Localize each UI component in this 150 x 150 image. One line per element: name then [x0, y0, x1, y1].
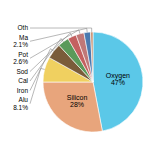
leader-line — [30, 49, 54, 91]
outer-label-line: 2.6% — [13, 58, 28, 65]
outer-label-line: Pot — [18, 50, 28, 57]
outer-label-line: 8.1% — [13, 103, 28, 110]
outer-label: Sod — [16, 67, 28, 74]
outer-label-line: Iron — [17, 86, 29, 93]
pie-slice — [90, 32, 93, 82]
labels: Oxygen47% Silicon28% Oth Ma2.1% Pot2.6% Sod Ca… — [13, 24, 130, 111]
inner-label: Oxygen47% — [106, 72, 130, 87]
outer-label-line: Sod — [16, 67, 28, 74]
outer-label: Alu8.1% — [13, 96, 28, 111]
outer-label-line: 2.1% — [13, 41, 28, 48]
outer-label: Ma2.1% — [13, 33, 28, 48]
outer-label-line: Cal — [18, 77, 28, 84]
pie-slice — [93, 32, 143, 131]
leader-line — [30, 30, 80, 58]
pie-slice — [76, 33, 93, 82]
outer-label-line: Alu — [19, 96, 29, 103]
leader-line — [30, 39, 63, 82]
outer-label: Oth — [18, 24, 29, 31]
inner-label-line: 47% — [111, 79, 125, 86]
inner-label: Silicon28% — [67, 93, 88, 108]
inner-label-line: 28% — [70, 101, 84, 108]
pie-slice — [84, 32, 93, 82]
chart: Oxygen47% Silicon28% Oth Ma2.1% Pot2.6% Sod Ca… — [0, 0, 150, 150]
leader-line — [30, 68, 45, 103]
outer-label: Iron — [17, 86, 29, 93]
outer-label: Pot2.6% — [13, 50, 28, 65]
outer-label: Cal — [18, 77, 28, 84]
pie-slice — [43, 82, 102, 132]
inner-label-line: Silicon — [67, 93, 88, 100]
outer-label-line: Oth — [18, 24, 29, 31]
pie — [43, 32, 143, 132]
leader-line — [30, 28, 92, 32]
outer-label-line: Ma — [19, 33, 28, 40]
